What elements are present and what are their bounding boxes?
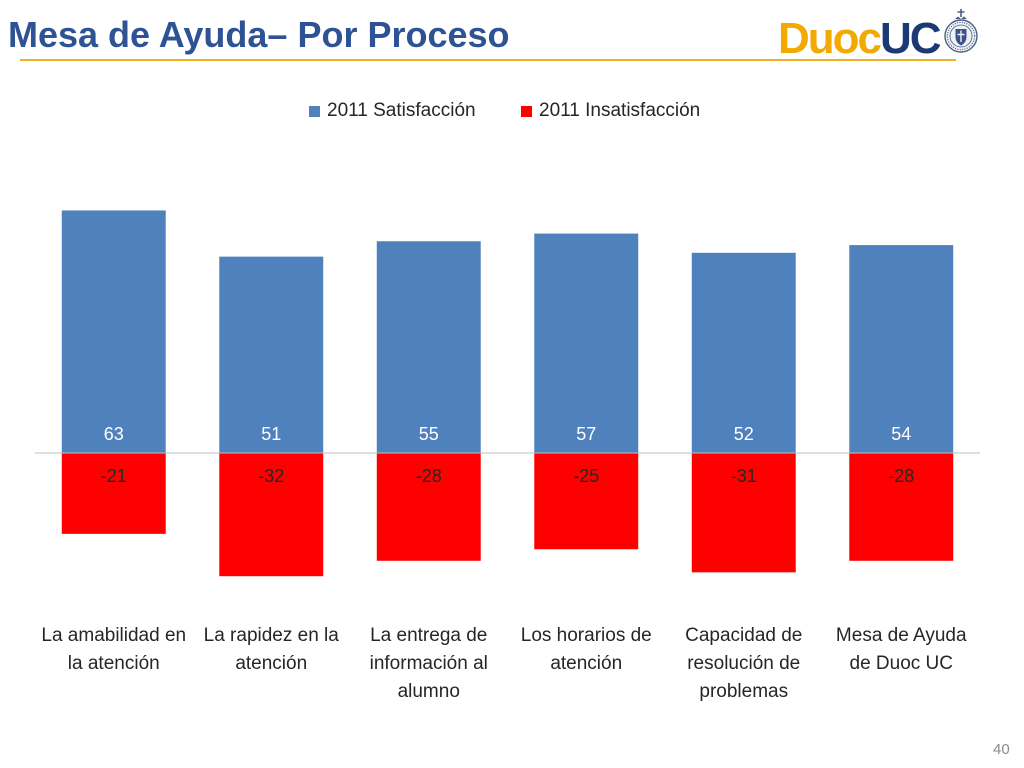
data-label-2011-satisfaccion-4: 57 (576, 424, 596, 444)
bar-2011-satisfaccion-2 (219, 256, 324, 453)
bar-2011-satisfaccion-6 (849, 245, 954, 453)
category-label-3: La entrega de información al alumno (369, 625, 488, 702)
slide-title: Mesa de Ayuda– Por Proceso (8, 14, 510, 55)
bar-2011-satisfaccion-4 (534, 233, 639, 453)
logo-word-uc: UC (880, 14, 942, 63)
legend-label-insatisfaccion: 2011 Insatisfacción (539, 100, 701, 121)
bar-2011-insatisfaccion-5 (691, 453, 796, 573)
data-label-2011-satisfaccion-3: 55 (419, 424, 439, 444)
data-label-2011-insatisfaccion-1: -21 (101, 466, 127, 486)
page-number: 40 (993, 741, 1010, 758)
data-label-2011-insatisfaccion-5: -31 (731, 466, 757, 486)
bar-2011-insatisfaccion-3 (376, 453, 481, 561)
category-label-4: Los horarios de atención (520, 625, 652, 674)
title-underline (20, 59, 956, 61)
data-label-2011-satisfaccion-2: 51 (261, 424, 281, 444)
bar-2011-satisfaccion-3 (376, 241, 481, 453)
bar-2011-insatisfaccion-4 (534, 453, 639, 550)
data-label-2011-satisfaccion-6: 54 (891, 424, 911, 444)
university-seal-icon (944, 9, 978, 53)
legend-swatch-satisfaccion (309, 105, 320, 117)
data-label-2011-insatisfaccion-2: -32 (258, 466, 284, 486)
data-label-2011-satisfaccion-5: 52 (734, 424, 754, 444)
data-label-2011-insatisfaccion-6: -28 (888, 466, 914, 486)
bar-2011-insatisfaccion-6 (849, 453, 954, 561)
category-label-6: Mesa de Ayuda de Duoc UC (835, 625, 967, 674)
duoc-uc-logo: DuocUC (778, 14, 942, 64)
bar-2011-satisfaccion-5 (691, 252, 796, 453)
category-label-5: Capacidad de resolución de problemas (685, 625, 803, 702)
legend-item-insatisfaccion: 2011 Insatisfacción (521, 99, 700, 123)
logo-word-duoc: Duoc (778, 14, 882, 63)
legend-swatch-insatisfaccion (521, 105, 532, 117)
data-label-2011-insatisfaccion-4: -25 (573, 466, 599, 486)
category-label-1: La amabilidad en la atención (41, 625, 187, 674)
data-label-2011-insatisfaccion-3: -28 (416, 466, 442, 486)
data-label-2011-satisfaccion-1: 63 (104, 424, 124, 444)
legend-label-satisfaccion: 2011 Satisfacción (327, 100, 476, 121)
legend-item-satisfaccion: 2011 Satisfacción (309, 99, 476, 123)
bar-2011-insatisfaccion-1 (61, 453, 166, 534)
bar-2011-insatisfaccion-2 (219, 453, 324, 577)
bar-2011-satisfaccion-1 (61, 210, 166, 453)
category-label-2: La rapidez en la atención (203, 625, 339, 674)
